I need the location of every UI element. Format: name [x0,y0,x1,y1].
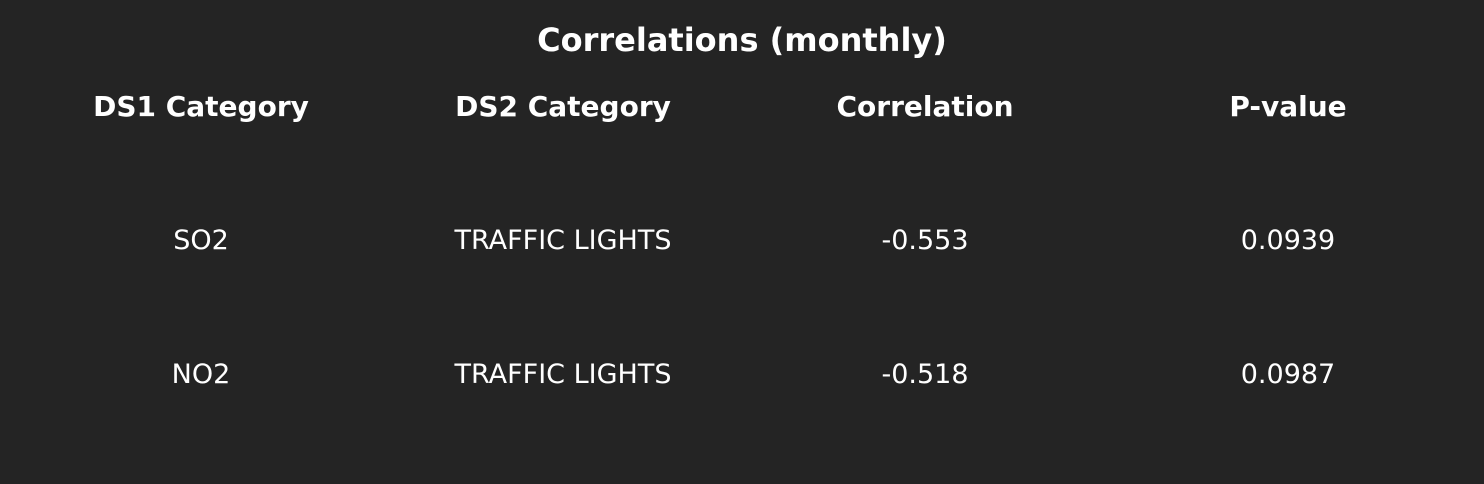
panel-title: Correlations (monthly) [537,21,947,59]
table-header-row: DS1 Category DS2 Category Correlation P-… [20,84,1470,130]
cell-ds1-category: SO2 [173,225,229,256]
table-spacer [20,130,1470,218]
table-row: SO2 TRAFFIC LIGHTS -0.553 0.0939 [20,218,1470,264]
header-p-value: P-value [1229,90,1347,123]
cell-correlation: -0.518 [881,359,969,390]
correlations-table: DS1 Category DS2 Category Correlation P-… [20,84,1470,398]
header-ds2-category: DS2 Category [455,90,671,123]
table-row: NO2 TRAFFIC LIGHTS -0.518 0.0987 [20,352,1470,398]
cell-ds1-category: NO2 [171,359,231,390]
cell-p-value: 0.0987 [1240,359,1336,390]
header-ds1-category: DS1 Category [93,90,309,123]
table-spacer [20,264,1470,352]
cell-ds2-category: TRAFFIC LIGHTS [454,359,672,390]
cell-ds2-category: TRAFFIC LIGHTS [454,225,672,256]
cell-p-value: 0.0939 [1240,225,1336,256]
header-correlation: Correlation [836,90,1014,123]
cell-correlation: -0.553 [881,225,969,256]
